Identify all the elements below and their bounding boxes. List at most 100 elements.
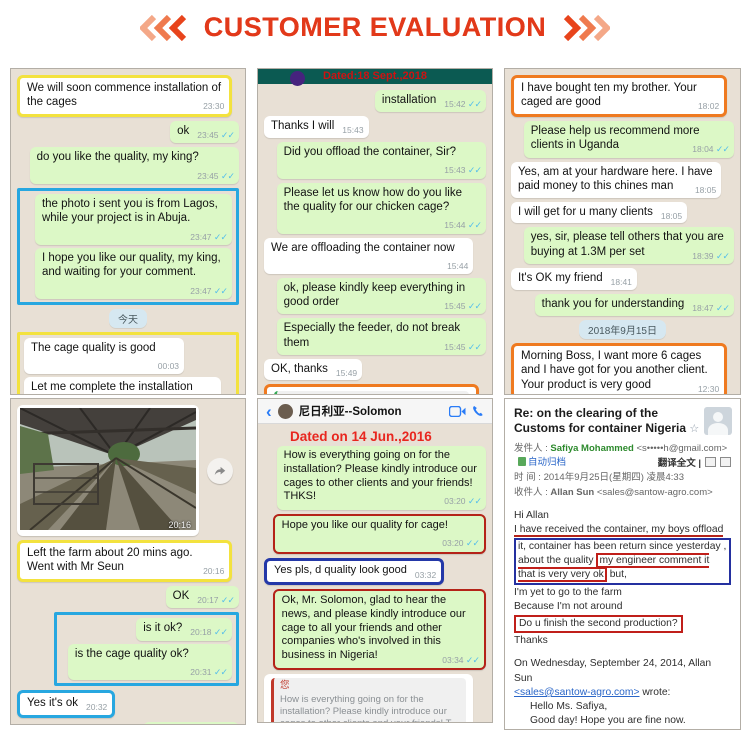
chevron-right-icon [564, 14, 611, 41]
message-meta: 23:45 ✓✓ [197, 171, 235, 182]
back-icon[interactable]: ‹ [266, 401, 272, 421]
message-meta: 23:47 ✓✓ [190, 231, 228, 243]
email-address-link[interactable]: <sales@santow-agro.com> [514, 686, 640, 698]
message: I will get for u many clients 18:05 [511, 201, 734, 224]
timestamp: 18:05 [660, 210, 683, 221]
message-text: I hope you like our quality, my king, an… [41, 251, 221, 279]
email-subject: Re: on the clearing of the Customs for c… [514, 406, 705, 437]
message-text: Yes, am at your hardware here. I have pa… [518, 165, 713, 192]
timestamp: 20:16 [203, 566, 225, 577]
chat-bubble: ok, thks20:35 ✓✓ [142, 721, 239, 724]
chat-bubble: Especially the feeder, do not break them… [276, 318, 486, 355]
double-tick-icon: ✓✓ [213, 627, 228, 638]
highlight-group: is it ok? 20:18 ✓✓ is the cage quality ok?… [54, 612, 239, 687]
double-tick-icon: ✓✓ [213, 666, 228, 677]
double-tick-icon: ✓✓ [715, 144, 730, 155]
timestamp: 20:31 [190, 666, 212, 677]
body-line: but, [606, 569, 627, 581]
date-divider: 今天 [109, 308, 147, 328]
chat-bubble: OK, thanks 15:49 [264, 358, 363, 381]
translate-link[interactable]: 翻译全文 | [657, 458, 701, 469]
chevron-left-icon [139, 14, 186, 41]
message: Ok, Mr. Solomon, glad to hear the news, … [264, 589, 486, 671]
avatar [290, 71, 305, 86]
timestamp: 23:47 [190, 231, 212, 242]
message-text: Morning Boss, I want more 6 cages and I … [521, 349, 708, 391]
double-tick-icon: ✓✓ [467, 220, 482, 231]
message: Please help us recommend more clients in… [511, 121, 734, 158]
body-line: Hello Ms. Safiya, [530, 701, 608, 713]
double-tick-icon: ✓✓ [220, 595, 235, 605]
message: is the cage quality ok? 20:31 ✓✓ [61, 643, 232, 681]
chat-bubble: Yes it's ok 20:32 [17, 690, 116, 718]
message-meta: 20:17 ✓✓ [197, 595, 235, 606]
timestamp: 12:30 [697, 383, 720, 394]
chat-bubble: the photo i sent you is from Lagos, whil… [34, 193, 232, 245]
chat-bubble: We will soon commence installation of th… [17, 75, 233, 117]
timestamp: 15:45 [444, 300, 466, 311]
message: Let me complete the installation first00… [24, 376, 232, 394]
message: ok, please kindly keep everything in goo… [264, 277, 486, 315]
message: 您 How is everything going on for the inst… [264, 674, 486, 722]
timestamp: 20:32 [86, 702, 108, 713]
message: Yes, am at your hardware here. I have pa… [511, 161, 734, 198]
message: Did you offload the container, Sir? 15:43… [264, 141, 486, 179]
farm-photo[interactable]: 20:16 [17, 405, 199, 536]
avatar[interactable] [277, 403, 293, 419]
date-divider: 2018年9月15日 [579, 319, 666, 339]
video-call-icon[interactable] [449, 405, 466, 417]
chat-bubble: Morning Boss, I want more 6 cages and I … [511, 342, 728, 394]
timestamp: 20:18 [190, 627, 212, 638]
message-text: thank you for understanding [541, 297, 685, 310]
message: thank you for understanding 18:47 ✓✓ [511, 293, 734, 316]
chat-bubble: ok, please kindly keep everything in goo… [276, 277, 486, 315]
email-to-row: 收件人 : Allan Sun <sales@santow-agro.com> [514, 486, 731, 501]
date-annotation: Dated on 14 Jun.,2016 [290, 429, 432, 444]
quoted-message: do you like our quality? [274, 391, 470, 394]
timestamp: 18:41 [610, 276, 632, 287]
message: yes, sir, please tell others that you ar… [511, 227, 734, 264]
sender-avatar [704, 407, 732, 435]
chat-panel-uganda: I have bought ten my brother. Your caged… [504, 68, 741, 395]
quote-sender: 您 [280, 680, 290, 692]
message-text: The cage quality is good [31, 341, 156, 354]
message: Especially the feeder, do not break them… [264, 318, 486, 355]
chat-bubble: Ok, Mr. Solomon, glad to hear the news, … [272, 589, 486, 671]
email-subject-text: Re: on the clearing of the Customs for c… [514, 406, 687, 435]
star-icon[interactable]: ☆ [689, 423, 700, 435]
message-meta: 00:03 [158, 361, 179, 372]
more-actions-icon[interactable] [720, 457, 731, 467]
message-meta: 15:42 ✓✓ [444, 99, 482, 110]
message: It's OK my friend 18:41 [511, 267, 734, 290]
chat-bubble: Thanks I will 15:43 [264, 116, 369, 138]
chat-bubble: Left the farm about 20 mins ago. Went wi… [17, 540, 233, 582]
body-line: it, container has been return since yest… [518, 541, 727, 567]
body-line: Because I'm not around [514, 600, 623, 612]
message-text: Hope you like our quality for cage! [281, 518, 448, 531]
chat-bubble: is the cage quality ok? 20:31 ✓✓ [67, 643, 232, 681]
chat-bubble: is it ok? 20:18 ✓✓ [136, 618, 232, 641]
message: Thanks I will 15:43 [264, 116, 486, 138]
message-meta: 23:30 [203, 101, 224, 112]
message-text: Please let us know how do you like the q… [283, 186, 462, 213]
email-header-fields: 发件人 : Safiya Mohammed <s•••••h@gmail.com… [514, 442, 731, 501]
chat-bubble: Did you offload the container, Sir? 15:43… [276, 141, 486, 179]
phone-icon[interactable] [472, 405, 484, 417]
message-meta: 18:41 [611, 277, 632, 288]
double-tick-icon: ✓✓ [467, 300, 482, 311]
message-text: OK, thanks [271, 362, 328, 375]
message: OK, thanks 15:49 [264, 358, 486, 381]
to-address: <sales@santow-agro.com> [596, 486, 713, 498]
forward-icon[interactable] [207, 457, 233, 484]
timestamp: 15:44 [447, 260, 469, 271]
double-tick-icon: ✓✓ [715, 250, 730, 261]
chat-bubble: Yes pls, d quality look good 03:32 [264, 557, 445, 586]
timestamp: 15:42 [444, 99, 466, 109]
print-icon[interactable] [705, 457, 716, 467]
message-meta: 20:16 [203, 566, 224, 577]
chat-bubble: Hope you like our quality for cage! 03:20… [272, 513, 486, 554]
message-text: Left the farm about 20 mins ago. Went wi… [27, 547, 193, 574]
auto-archive-link[interactable]: 自动归档 [528, 457, 567, 469]
chat-bubble: The cage quality is good 00:03 [24, 337, 185, 374]
